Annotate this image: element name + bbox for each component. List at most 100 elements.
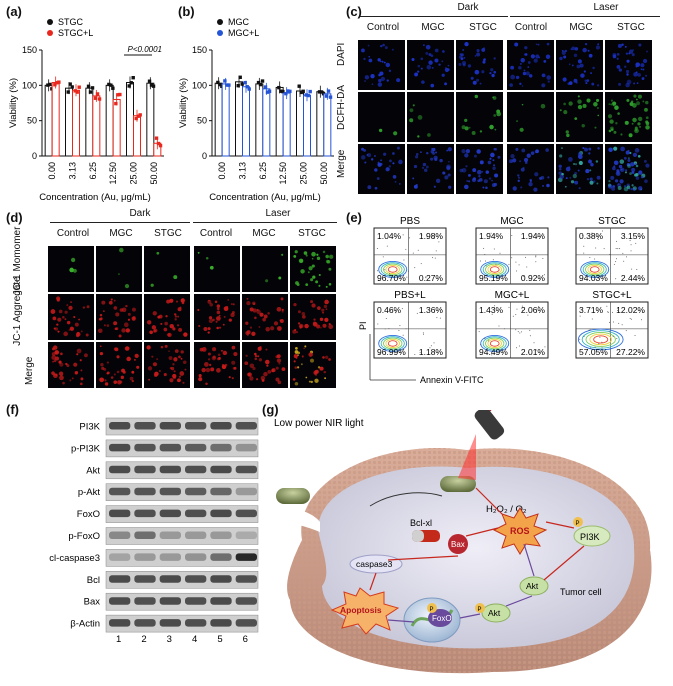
event-dot — [622, 252, 624, 254]
cell-signal — [66, 364, 70, 368]
cell-signal — [521, 148, 526, 153]
cell-signal — [465, 165, 468, 168]
event-dot — [611, 311, 613, 313]
cell-signal — [517, 179, 520, 183]
cell-signal — [462, 61, 467, 66]
cell-signal — [223, 306, 229, 312]
cell-signal — [478, 175, 481, 178]
event-dot — [436, 317, 438, 319]
cell-signal — [396, 146, 400, 150]
bar — [92, 95, 101, 157]
cell-signal — [541, 73, 546, 78]
blot-band — [159, 509, 181, 518]
micrograph-tile — [194, 246, 240, 292]
micrograph-tile — [144, 342, 190, 388]
cell-signal — [546, 75, 551, 80]
cell-signal — [297, 310, 301, 314]
cell-signal — [64, 310, 68, 314]
event-dot — [420, 311, 422, 313]
cell-signal — [428, 53, 432, 56]
cell-signal — [315, 374, 317, 376]
cell-signal — [173, 275, 178, 280]
blot-band — [185, 443, 207, 452]
event-dot — [485, 265, 487, 267]
cell-signal — [164, 344, 168, 348]
cell-signal — [446, 149, 448, 152]
cell-signal — [380, 76, 386, 82]
cell-signal — [491, 73, 495, 78]
cell-signal — [632, 152, 638, 157]
cell-signal — [322, 323, 327, 328]
cell-signal — [307, 271, 310, 274]
cell-signal — [183, 332, 188, 337]
event-dot — [378, 279, 380, 281]
cell-signal — [245, 354, 248, 358]
cell-signal — [623, 185, 627, 188]
plot-title: MGC+L — [495, 290, 530, 301]
blot-band — [210, 597, 232, 605]
event-dot — [538, 306, 540, 308]
cell-signal — [568, 81, 573, 85]
cell-signal — [325, 254, 329, 259]
event-dot — [642, 311, 644, 313]
blot-band — [210, 531, 232, 539]
cell-signal — [363, 57, 366, 61]
cell-signal — [468, 180, 471, 183]
cell-signal — [308, 352, 313, 357]
cell-signal — [585, 81, 588, 85]
cell-signal — [305, 254, 308, 257]
data-point — [138, 113, 142, 117]
quadrant-percentage: 1.18% — [419, 347, 444, 357]
phospho-icon — [573, 517, 583, 527]
cell-signal — [625, 150, 630, 155]
cell-signal — [174, 318, 177, 321]
cell-signal — [321, 308, 325, 312]
cell-signal — [210, 367, 215, 372]
cell-signal — [152, 311, 157, 316]
cell-signal — [300, 363, 303, 366]
blot-band — [134, 509, 156, 518]
panel-d-label: (d) — [6, 210, 23, 225]
density-contour — [585, 263, 605, 276]
event-dot — [485, 260, 487, 262]
event-dot — [421, 234, 423, 236]
event-dot — [525, 256, 527, 258]
cell-signal — [99, 377, 105, 383]
blot-band — [109, 422, 131, 430]
cell-signal — [297, 322, 301, 325]
event-dot — [390, 309, 392, 311]
bar — [255, 83, 264, 157]
data-point — [66, 90, 70, 94]
cell-signal — [198, 374, 202, 378]
blot-band — [109, 509, 131, 518]
cell-signal — [558, 171, 563, 175]
chart-a: 0 50 100 150 Viability (%) 0.00 3.13 6.25 12.50 2… — [8, 17, 164, 203]
cell-signal — [180, 357, 183, 360]
event-dot — [599, 336, 601, 338]
quadrant-percentage: 1.94% — [521, 231, 546, 241]
blot-row-label: p-Akt — [78, 487, 101, 498]
cell-signal — [129, 376, 134, 381]
blot-band — [185, 553, 207, 561]
blot-row-label: p-PI3K — [71, 443, 101, 454]
cell-signal — [594, 126, 597, 129]
y-axis-label: PI — [358, 321, 368, 330]
cell-signal — [482, 186, 485, 189]
cell-signal — [209, 302, 213, 307]
cell-signal — [524, 46, 528, 50]
cell-signal — [414, 72, 418, 77]
event-dot — [389, 311, 391, 313]
cell-signal — [489, 71, 492, 75]
cell-signal — [281, 253, 284, 256]
cell-signal — [618, 82, 622, 86]
cell-signal — [481, 48, 486, 52]
cell-signal — [113, 321, 118, 326]
cell-signal — [496, 111, 501, 117]
cell-signal — [621, 43, 624, 46]
cell-signal — [312, 321, 317, 325]
cell-signal — [374, 186, 378, 190]
micrograph-tile — [358, 92, 405, 142]
cell-signal — [523, 53, 527, 56]
legend-label: MGC — [228, 17, 249, 27]
cell-signal — [626, 98, 630, 102]
